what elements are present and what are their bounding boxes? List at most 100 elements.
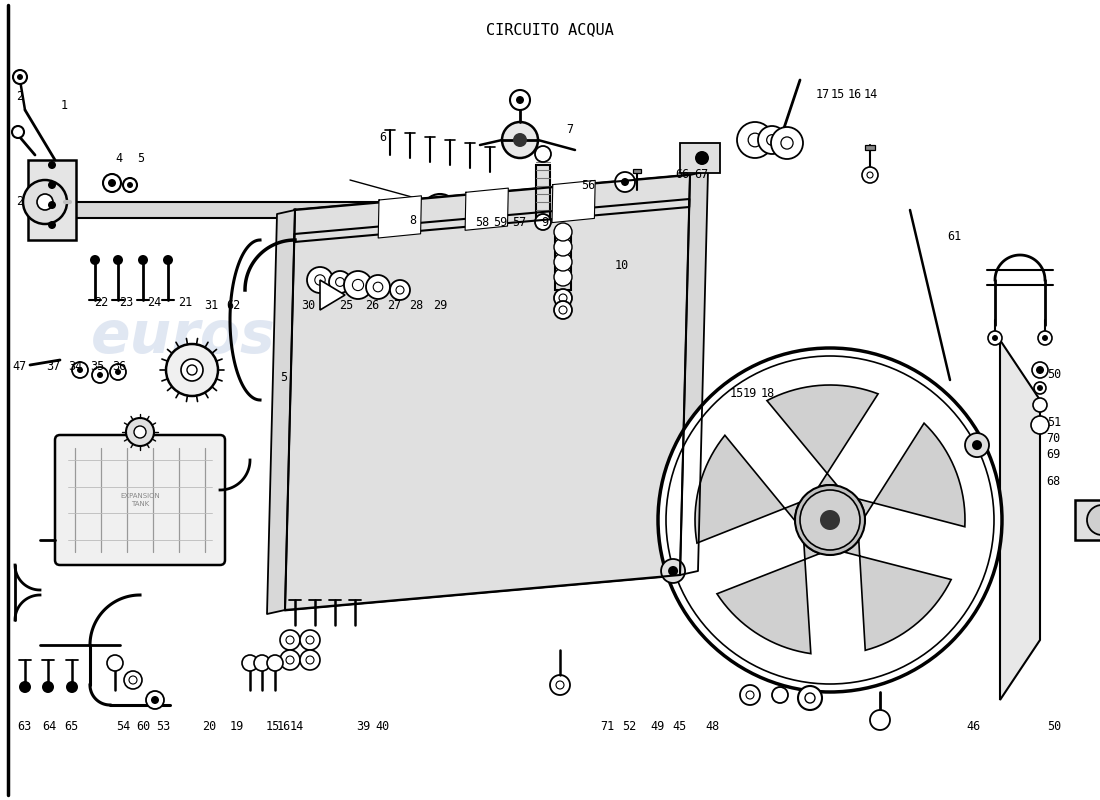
Circle shape (461, 203, 475, 217)
Circle shape (740, 685, 760, 705)
Text: 67: 67 (695, 168, 708, 181)
Bar (455, 202, 510, 218)
Circle shape (151, 696, 160, 704)
Text: 18: 18 (761, 387, 774, 400)
Text: 57: 57 (513, 216, 526, 229)
Text: 14: 14 (290, 720, 304, 733)
Polygon shape (320, 280, 345, 310)
Circle shape (129, 676, 138, 684)
Bar (1075, 500, 1100, 540)
Polygon shape (294, 175, 690, 242)
Text: 7: 7 (566, 123, 573, 136)
Circle shape (352, 279, 364, 290)
Circle shape (798, 686, 822, 710)
Circle shape (306, 636, 313, 644)
Circle shape (746, 691, 754, 699)
Text: 20: 20 (202, 720, 216, 733)
Circle shape (800, 490, 860, 550)
Circle shape (550, 675, 570, 695)
Circle shape (107, 655, 123, 671)
Text: 22: 22 (95, 296, 108, 309)
Circle shape (795, 485, 865, 555)
Text: 40: 40 (376, 720, 389, 733)
Polygon shape (285, 199, 690, 610)
Text: 59: 59 (494, 216, 507, 229)
Text: 2: 2 (16, 195, 23, 208)
FancyBboxPatch shape (55, 435, 225, 565)
Circle shape (286, 636, 294, 644)
Circle shape (615, 172, 635, 192)
Text: 49: 49 (651, 720, 664, 733)
Circle shape (344, 271, 372, 299)
Circle shape (554, 238, 572, 256)
Circle shape (23, 180, 67, 224)
Circle shape (510, 90, 530, 110)
Circle shape (658, 348, 1002, 692)
Polygon shape (378, 196, 421, 238)
Circle shape (554, 223, 572, 241)
Text: 25: 25 (340, 299, 353, 312)
Circle shape (306, 656, 313, 664)
Text: 16: 16 (277, 720, 290, 733)
Polygon shape (267, 210, 295, 614)
Text: 5: 5 (280, 371, 287, 384)
Circle shape (554, 289, 572, 307)
Circle shape (559, 306, 566, 314)
Polygon shape (717, 543, 820, 654)
Text: CIRCUITO ACQUA: CIRCUITO ACQUA (486, 22, 614, 37)
Bar (680, 143, 720, 173)
Circle shape (138, 255, 148, 265)
Text: 47: 47 (13, 360, 26, 373)
Text: 64: 64 (43, 720, 56, 733)
Circle shape (621, 178, 629, 186)
Circle shape (666, 356, 994, 684)
Circle shape (110, 364, 126, 380)
Text: 62: 62 (227, 299, 240, 312)
Circle shape (535, 214, 551, 230)
Text: 30: 30 (301, 299, 315, 312)
Circle shape (820, 510, 840, 530)
Circle shape (1034, 382, 1046, 394)
Text: 6: 6 (379, 131, 386, 144)
Text: 19: 19 (230, 720, 243, 733)
Text: 56: 56 (582, 179, 595, 192)
Circle shape (502, 122, 538, 158)
Circle shape (267, 655, 283, 671)
Circle shape (1032, 362, 1048, 378)
Circle shape (19, 681, 31, 693)
Text: 5: 5 (138, 152, 144, 165)
Text: 37: 37 (46, 360, 59, 373)
Text: 66: 66 (675, 168, 689, 181)
Text: 68: 68 (1047, 475, 1060, 488)
Text: 58: 58 (475, 216, 488, 229)
Circle shape (280, 650, 300, 670)
Text: 24: 24 (147, 296, 161, 309)
Text: 15: 15 (730, 387, 744, 400)
Circle shape (77, 367, 82, 373)
Circle shape (965, 433, 989, 457)
Polygon shape (285, 175, 690, 610)
Circle shape (42, 681, 54, 693)
Text: 51: 51 (1047, 416, 1060, 429)
Circle shape (554, 253, 572, 271)
Polygon shape (552, 180, 595, 222)
Text: 10: 10 (615, 259, 628, 272)
Bar (632, 169, 641, 173)
Text: 23: 23 (120, 296, 133, 309)
Circle shape (862, 167, 878, 183)
Circle shape (556, 681, 564, 689)
Circle shape (1036, 366, 1044, 374)
Circle shape (307, 267, 333, 293)
Circle shape (867, 172, 873, 178)
Text: 53: 53 (156, 720, 169, 733)
Circle shape (48, 221, 56, 229)
Circle shape (535, 146, 551, 162)
Text: 9: 9 (541, 216, 548, 229)
Circle shape (103, 174, 121, 192)
Circle shape (134, 426, 146, 438)
Polygon shape (858, 423, 965, 526)
Text: 50: 50 (1047, 368, 1060, 381)
Circle shape (767, 134, 778, 146)
Text: 63: 63 (18, 720, 31, 733)
Circle shape (146, 691, 164, 709)
